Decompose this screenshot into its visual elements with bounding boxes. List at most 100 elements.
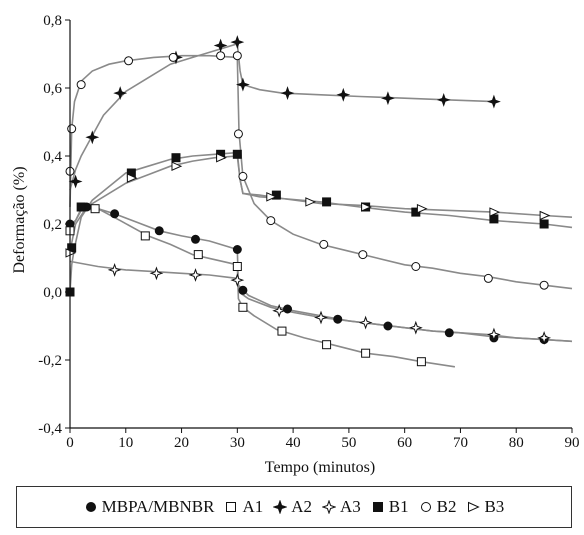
point-a3	[314, 310, 328, 325]
legend-marker-icon	[420, 502, 431, 512]
point-mbpa-mbnbr	[154, 226, 164, 236]
point-a2	[436, 92, 451, 107]
point-a3	[486, 327, 501, 342]
legend-label: B3	[484, 497, 505, 516]
y-tick-label: 0,8	[43, 13, 62, 29]
chart-svg: 0 10 20 30 40 50 60 70 80 90 -0,4 -0,2 0,0 0,2 0,4 0,6 0…	[11, 13, 580, 476]
point-b2	[358, 250, 368, 260]
legend-marker-b2	[420, 502, 431, 512]
point-a2	[235, 77, 250, 92]
point-b2	[216, 51, 226, 61]
point-b3	[539, 210, 551, 221]
x-tick-label: 30	[230, 435, 245, 451]
point-b2	[76, 80, 86, 90]
point-mbpa-mbnbr	[110, 209, 120, 219]
point-b2	[168, 52, 178, 62]
legend-label: A2	[291, 497, 312, 516]
point-b2	[266, 216, 276, 226]
point-mbpa-mbnbr	[283, 304, 293, 314]
legend-marker-icon	[372, 502, 383, 512]
point-b2	[483, 273, 493, 283]
legend-marker-a2	[273, 500, 288, 514]
point-mbpa-mbnbr	[383, 321, 393, 331]
legend-label: MBPA/MBNBR	[101, 497, 215, 516]
point-mbpa-mbnbr	[444, 328, 454, 338]
point-a1	[238, 302, 248, 312]
point-a3	[272, 303, 287, 318]
point-a1	[193, 250, 203, 260]
legend-label: B2	[436, 497, 457, 516]
point-a3	[149, 266, 164, 281]
series-line-a3	[69, 260, 573, 343]
point-a2	[113, 86, 128, 101]
legend: MBPA/MBNBR A1 A2 A3 B1 B2 B3	[16, 486, 572, 528]
point-b1	[322, 197, 332, 207]
y-tick-label: 0,0	[43, 285, 62, 301]
series-line-a1	[69, 207, 456, 368]
point-b2	[233, 129, 243, 139]
point-b3	[266, 192, 278, 202]
point-a3	[408, 320, 423, 335]
point-a3	[537, 330, 552, 345]
x-tick-label: 80	[509, 435, 524, 451]
point-mbpa-mbnbr	[238, 285, 248, 295]
point-b3	[126, 173, 138, 183]
point-b2	[411, 262, 421, 271]
y-tick-label: 0,6	[43, 81, 62, 97]
x-tick-label: 70	[453, 435, 468, 451]
y-tick-label: 0,2	[43, 217, 62, 233]
legend-marker-b1	[372, 502, 383, 512]
legend-label: A1	[242, 497, 264, 516]
point-b2	[238, 171, 248, 181]
legend-item-mbpa-mbnbr: MBPA/MBNBR	[84, 497, 215, 517]
point-b2	[124, 56, 134, 66]
x-tick-label: 20	[174, 435, 189, 451]
point-a2	[68, 174, 83, 189]
legend-item-a2: A2	[273, 497, 312, 517]
axes: 0 10 20 30 40 50 60 70 80 90 -0,4 -0,2 0,0 0,2 0,4 0,6 0…	[38, 13, 579, 451]
x-tick-label: 90	[565, 435, 580, 451]
point-a1	[232, 262, 242, 271]
point-b2	[319, 239, 329, 249]
legend-marker-icon	[322, 500, 336, 514]
point-b3	[416, 203, 428, 214]
legend-item-b2: B2	[419, 497, 457, 517]
point-a1	[416, 357, 426, 367]
legend-item-b1: B1	[371, 497, 409, 517]
point-b1	[539, 219, 549, 229]
point-a2	[85, 130, 100, 145]
legend-marker-a3	[322, 500, 336, 514]
point-b2	[539, 280, 549, 290]
legend-marker-mbpa-mbnbr	[85, 502, 96, 512]
point-a3	[188, 268, 203, 282]
legend-marker-icon	[468, 501, 481, 513]
point-a2	[486, 94, 501, 109]
legend-marker-icon	[85, 502, 96, 512]
legend-label: B1	[388, 497, 409, 516]
point-a3	[107, 262, 122, 277]
point-b3	[489, 207, 501, 217]
point-b3	[361, 202, 372, 212]
legend-item-a1: A1	[224, 497, 263, 517]
y-axis-title: Deformação (%)	[11, 166, 28, 273]
legend-item-b3: B3	[466, 497, 504, 517]
series-line-b2	[69, 54, 573, 290]
point-b3	[216, 152, 227, 163]
point-a3	[230, 273, 245, 288]
x-tick-label: 10	[118, 435, 133, 451]
point-a2	[280, 86, 295, 101]
y-tick-label: -0,4	[38, 421, 62, 437]
point-mbpa-mbnbr	[333, 314, 343, 324]
legend-marker-icon	[273, 500, 288, 514]
point-a1	[277, 326, 287, 336]
point-b3	[305, 197, 317, 207]
x-tick-label: 60	[397, 435, 412, 451]
legend-marker-a1	[226, 502, 237, 512]
legend-item-a3: A3	[322, 497, 361, 517]
legend-marker-icon	[226, 502, 237, 512]
point-b1	[76, 202, 86, 212]
y-tick-label: -0,2	[38, 353, 62, 369]
x-axis-title: Tempo (minutos)	[265, 459, 375, 476]
y-tick-label: 0,4	[43, 149, 62, 165]
x-tick-label: 40	[286, 435, 301, 451]
